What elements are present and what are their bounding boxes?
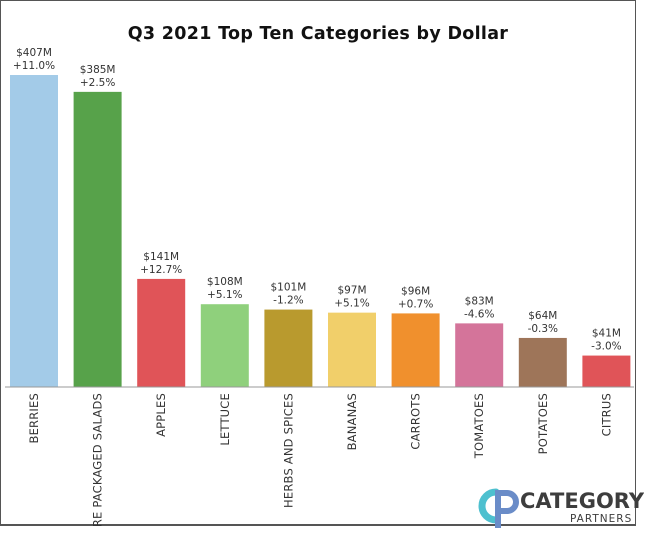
logo-brand-main: CATEGORY	[520, 489, 644, 513]
change-label: +2.5%	[80, 77, 115, 89]
category-tick-label: BERRIES	[27, 393, 41, 444]
logo-p-mark	[495, 490, 519, 528]
value-label: $385M	[80, 64, 116, 76]
change-label: +11.0%	[13, 60, 55, 72]
value-label: $41M	[592, 328, 621, 340]
change-label: -4.6%	[464, 308, 494, 320]
category-tick-label: HERBS AND SPICES	[281, 393, 295, 508]
change-label: +5.1%	[207, 289, 242, 301]
change-label: -1.2%	[273, 295, 303, 307]
value-label: $141M	[143, 251, 179, 263]
category-tick-label: LETTUCE	[218, 393, 232, 446]
bar-tomatoes	[455, 323, 504, 387]
value-label: $96M	[401, 285, 430, 297]
bars-group	[10, 75, 631, 387]
change-label: -3.0%	[591, 341, 621, 353]
value-label: $97M	[337, 285, 366, 297]
bar-chart: $407M+11.0% BERRIES $385M+2.5% PRE PACKAGED…	[5, 47, 634, 526]
change-label: +12.7%	[140, 264, 182, 276]
category-tick-label: CARROTS	[409, 393, 423, 450]
chart-title: Q3 2021 Top Ten Categories by Dollar	[127, 24, 509, 44]
value-label: $407M	[16, 47, 52, 59]
bar-berries	[10, 75, 58, 387]
bar-apples	[137, 278, 186, 387]
value-label: $108M	[207, 276, 243, 288]
bar-citrus	[582, 355, 631, 387]
bar-herbs-and-spices	[264, 309, 313, 387]
change-label: +5.1%	[334, 298, 369, 310]
value-label: $101M	[271, 282, 307, 294]
logo-brand-sub: PARTNERS	[570, 513, 632, 525]
bar-lettuce	[200, 304, 249, 387]
logo-c-mark	[478, 488, 500, 524]
category-partners-logo: CATEGORY PARTNERS	[478, 488, 644, 528]
category-tick-label: PRE PACKAGED SALADS	[91, 393, 105, 526]
category-tick-label: CITRUS	[599, 393, 613, 436]
category-tick-label: APPLES	[154, 393, 168, 437]
value-label: $64M	[528, 310, 557, 322]
category-tick-label: BANANAS	[345, 393, 359, 450]
value-label: $83M	[465, 295, 494, 307]
change-label: +0.7%	[398, 298, 433, 310]
bar-bananas	[328, 312, 376, 387]
category-tick-label: TOMATOES	[472, 393, 486, 459]
change-label: -0.3%	[528, 323, 558, 335]
bar-pre-packaged-salads	[73, 91, 122, 387]
labels-group: $407M+11.0% BERRIES $385M+2.5% PRE PACKAGED…	[13, 47, 622, 526]
category-tick-label: POTATOES	[536, 393, 550, 454]
bar-carrots	[391, 313, 440, 387]
bar-potatoes	[518, 337, 567, 387]
